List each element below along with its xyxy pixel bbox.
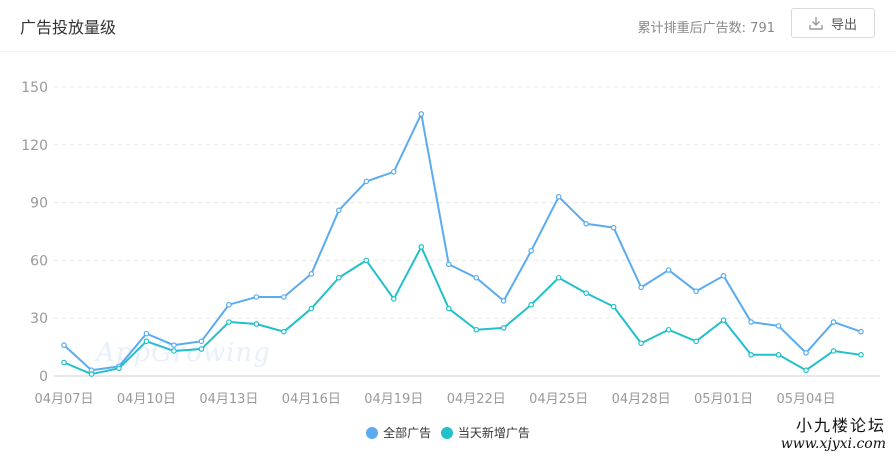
series-new-ads-point[interactable] bbox=[392, 297, 396, 301]
y-axis-ticks: 0 30 60 90 120 150 bbox=[21, 80, 48, 385]
x-tick-label: 04月25日 bbox=[529, 392, 588, 407]
series-all-ads bbox=[62, 112, 863, 373]
series-all-ads-point[interactable] bbox=[254, 295, 258, 299]
legend-dot-all-ads bbox=[366, 427, 378, 439]
y-tick-label: 60 bbox=[30, 253, 48, 269]
series-new-ads-point[interactable] bbox=[749, 353, 753, 357]
forum-name: 小九楼论坛 bbox=[781, 412, 886, 436]
forum-watermark: 小九楼论坛 www.xjyxi.com bbox=[781, 412, 886, 452]
series-all-ads-point[interactable] bbox=[474, 276, 478, 280]
legend-dot-new-ads bbox=[441, 427, 453, 439]
series-all-ads-point[interactable] bbox=[419, 112, 423, 116]
series-all-ads-point[interactable] bbox=[556, 195, 560, 199]
series-all-ads-line bbox=[64, 114, 861, 370]
series-all-ads-point[interactable] bbox=[364, 179, 368, 183]
series-all-ads-point[interactable] bbox=[309, 272, 313, 276]
x-tick-label: 05月04日 bbox=[776, 392, 835, 407]
y-tick-label: 90 bbox=[30, 196, 48, 212]
series-new-ads-point[interactable] bbox=[254, 322, 258, 326]
y-tick-label: 120 bbox=[21, 138, 48, 154]
x-tick-label: 04月28日 bbox=[612, 392, 671, 407]
series-new-ads-point[interactable] bbox=[62, 360, 66, 364]
series-all-ads-point[interactable] bbox=[639, 285, 643, 289]
series-all-ads-point[interactable] bbox=[721, 274, 725, 278]
series-all-ads-point[interactable] bbox=[584, 222, 588, 226]
series-new-ads-point[interactable] bbox=[584, 291, 588, 295]
series-all-ads-point[interactable] bbox=[804, 351, 808, 355]
chart-legend: 全部广告 当天新增广告 bbox=[0, 424, 896, 442]
series-all-ads-point[interactable] bbox=[749, 320, 753, 324]
x-tick-label: 05月01日 bbox=[694, 392, 753, 407]
legend-label-new-ads: 当天新增广告 bbox=[458, 424, 530, 441]
series-new-ads bbox=[62, 245, 863, 377]
series-new-ads-point[interactable] bbox=[419, 245, 423, 249]
series-new-ads-point[interactable] bbox=[172, 349, 176, 353]
series-new-ads-point[interactable] bbox=[309, 306, 313, 310]
series-new-ads-point[interactable] bbox=[502, 326, 506, 330]
series-new-ads-point[interactable] bbox=[227, 320, 231, 324]
download-icon bbox=[809, 16, 823, 30]
series-new-ads-point[interactable] bbox=[529, 303, 533, 307]
chart-header: 广告投放量级 累计排重后广告数: 791 导出 bbox=[0, 0, 896, 52]
series-all-ads-point[interactable] bbox=[144, 331, 148, 335]
series-new-ads-point[interactable] bbox=[694, 339, 698, 343]
series-new-ads-point[interactable] bbox=[721, 318, 725, 322]
y-tick-label: 150 bbox=[21, 80, 48, 96]
x-tick-label: 04月19日 bbox=[364, 392, 423, 407]
series-new-ads-point[interactable] bbox=[611, 304, 615, 308]
series-all-ads-point[interactable] bbox=[337, 208, 341, 212]
series-all-ads-point[interactable] bbox=[776, 324, 780, 328]
x-tick-label: 04月07日 bbox=[34, 392, 93, 407]
series-all-ads-point[interactable] bbox=[199, 339, 203, 343]
series-new-ads-point[interactable] bbox=[89, 372, 93, 376]
series-new-ads-point[interactable] bbox=[639, 341, 643, 345]
series-all-ads-point[interactable] bbox=[859, 329, 863, 333]
series-new-ads-point[interactable] bbox=[474, 328, 478, 332]
y-tick-label: 0 bbox=[39, 369, 48, 385]
series-new-ads-point[interactable] bbox=[282, 329, 286, 333]
x-axis-ticks: 04月07日 04月10日 04月13日 04月16日 04月19日 04月22日 04月2… bbox=[34, 392, 835, 407]
y-tick-label: 30 bbox=[30, 311, 48, 327]
series-new-ads-point[interactable] bbox=[831, 349, 835, 353]
series-new-ads-point[interactable] bbox=[804, 368, 808, 372]
series-new-ads-point[interactable] bbox=[776, 353, 780, 357]
series-all-ads-point[interactable] bbox=[611, 225, 615, 229]
series-new-ads-point[interactable] bbox=[447, 306, 451, 310]
series-new-ads-point[interactable] bbox=[199, 347, 203, 351]
series-all-ads-point[interactable] bbox=[227, 303, 231, 307]
series-all-ads-point[interactable] bbox=[62, 343, 66, 347]
x-tick-label: 04月16日 bbox=[282, 392, 341, 407]
series-all-ads-point[interactable] bbox=[282, 295, 286, 299]
export-label: 导出 bbox=[831, 14, 857, 33]
legend-item-all-ads[interactable]: 全部广告 bbox=[366, 424, 431, 441]
series-all-ads-point[interactable] bbox=[392, 170, 396, 174]
series-all-ads-point[interactable] bbox=[529, 249, 533, 253]
series-new-ads-point[interactable] bbox=[144, 339, 148, 343]
x-tick-label: 04月10日 bbox=[117, 392, 176, 407]
dedup-ad-count: 累计排重后广告数: 791 bbox=[638, 17, 775, 36]
x-tick-label: 04月22日 bbox=[447, 392, 506, 407]
series-new-ads-line bbox=[64, 247, 861, 374]
legend-item-new-ads[interactable]: 当天新增广告 bbox=[441, 424, 530, 441]
series-all-ads-point[interactable] bbox=[666, 268, 670, 272]
series-all-ads-point[interactable] bbox=[172, 343, 176, 347]
legend-label-all-ads: 全部广告 bbox=[383, 424, 431, 441]
series-new-ads-point[interactable] bbox=[859, 353, 863, 357]
series-new-ads-point[interactable] bbox=[666, 328, 670, 332]
chart-title: 广告投放量级 bbox=[20, 14, 116, 38]
series-all-ads-point[interactable] bbox=[447, 262, 451, 266]
series-new-ads-point[interactable] bbox=[364, 258, 368, 262]
series-all-ads-point[interactable] bbox=[502, 299, 506, 303]
forum-url: www.xjyxi.com bbox=[781, 436, 886, 452]
series-new-ads-point[interactable] bbox=[117, 366, 121, 370]
series-all-ads-point[interactable] bbox=[694, 289, 698, 293]
series-all-ads-point[interactable] bbox=[831, 320, 835, 324]
series-new-ads-point[interactable] bbox=[556, 276, 560, 280]
series-new-ads-point[interactable] bbox=[337, 276, 341, 280]
series-lines bbox=[62, 112, 863, 377]
x-tick-label: 04月13日 bbox=[199, 392, 258, 407]
grid-lines bbox=[54, 87, 880, 376]
export-button[interactable]: 导出 bbox=[791, 8, 875, 38]
